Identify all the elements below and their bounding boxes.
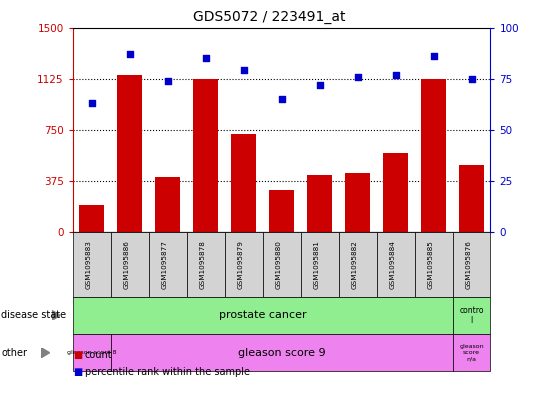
- Text: GSM1095880: GSM1095880: [275, 240, 281, 289]
- Point: [202, 55, 210, 61]
- Text: GSM1095878: GSM1095878: [199, 240, 206, 289]
- Bar: [307, 175, 332, 232]
- Point: [391, 72, 400, 78]
- Text: contro
l: contro l: [459, 306, 484, 325]
- Text: GSM1095886: GSM1095886: [124, 240, 130, 289]
- Text: gleason
score
n/a: gleason score n/a: [459, 344, 484, 361]
- Text: GDS5072 / 223491_at: GDS5072 / 223491_at: [194, 10, 345, 24]
- Point: [163, 77, 172, 84]
- Bar: [79, 205, 104, 232]
- Text: GSM1095883: GSM1095883: [86, 240, 92, 289]
- Bar: [459, 165, 484, 232]
- Text: GSM1095876: GSM1095876: [466, 240, 472, 289]
- Polygon shape: [52, 310, 60, 321]
- Text: prostate cancer: prostate cancer: [219, 310, 307, 320]
- Bar: [345, 173, 370, 232]
- Bar: [421, 79, 446, 232]
- Bar: [231, 134, 256, 232]
- Text: disease state: disease state: [1, 310, 66, 320]
- Point: [315, 82, 324, 88]
- Bar: [118, 75, 142, 232]
- Text: GSM1095884: GSM1095884: [390, 240, 396, 289]
- Point: [429, 53, 438, 59]
- Text: GSM1095879: GSM1095879: [238, 240, 244, 289]
- Polygon shape: [41, 348, 50, 358]
- Text: percentile rank within the sample: percentile rank within the sample: [85, 367, 250, 377]
- Text: ■: ■: [73, 367, 82, 377]
- Text: gleason score 8: gleason score 8: [67, 350, 116, 355]
- Text: gleason score 9: gleason score 9: [238, 348, 326, 358]
- Point: [353, 73, 362, 80]
- Bar: [194, 79, 218, 232]
- Bar: [155, 177, 180, 232]
- Bar: [383, 153, 408, 232]
- Point: [239, 67, 248, 73]
- Text: GSM1095877: GSM1095877: [162, 240, 168, 289]
- Text: ■: ■: [73, 350, 82, 360]
- Point: [126, 51, 134, 57]
- Text: other: other: [1, 348, 27, 358]
- Text: GSM1095882: GSM1095882: [351, 240, 357, 289]
- Point: [467, 75, 476, 82]
- Text: GSM1095885: GSM1095885: [427, 240, 433, 289]
- Point: [277, 96, 286, 102]
- Text: count: count: [85, 350, 112, 360]
- Bar: [270, 190, 294, 232]
- Text: GSM1095881: GSM1095881: [314, 240, 320, 289]
- Point: [87, 100, 96, 106]
